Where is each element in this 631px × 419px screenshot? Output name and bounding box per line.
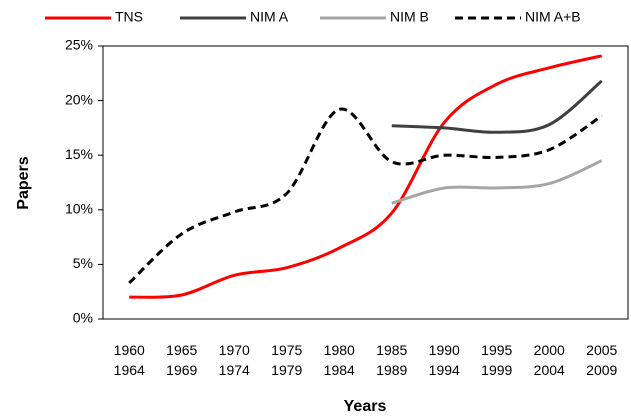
legend-label: NIM A+B bbox=[525, 9, 581, 25]
x-tick-label-line: 1969 bbox=[166, 362, 197, 378]
legend-label: NIM B bbox=[390, 9, 429, 25]
x-tick-label-line: 1999 bbox=[481, 362, 512, 378]
legend-label: TNS bbox=[115, 9, 143, 25]
series-line bbox=[391, 159, 603, 205]
y-tick-label: 15% bbox=[65, 146, 93, 162]
x-tick-label: 2000 2004 bbox=[534, 342, 565, 378]
x-tick-label-line: 1994 bbox=[429, 362, 460, 378]
x-tick-label: 1965 1969 bbox=[166, 342, 197, 378]
x-tick-label-line: 2004 bbox=[534, 362, 565, 378]
x-tick-label-line: 1979 bbox=[271, 362, 302, 378]
x-tick-label: 1975 1979 bbox=[271, 342, 302, 378]
x-tick-label-line: 1995 bbox=[481, 342, 512, 358]
x-tick-label: 1960 1964 bbox=[114, 342, 145, 378]
y-tick-label: 0% bbox=[73, 310, 93, 326]
x-tick-label: 1985 1989 bbox=[376, 342, 407, 378]
series-line bbox=[129, 54, 603, 299]
x-axis-label: Years bbox=[344, 398, 387, 415]
y-tick-label: 10% bbox=[65, 201, 93, 217]
x-tick-label-line: 1970 bbox=[219, 342, 250, 358]
x-tick-label-line: 2000 bbox=[534, 342, 565, 358]
x-tick-label: 2005 2009 bbox=[586, 342, 617, 378]
x-tick-label-line: 1960 bbox=[114, 342, 145, 358]
y-tick-label: 5% bbox=[73, 255, 93, 271]
x-tick-label-line: 2005 bbox=[586, 342, 617, 358]
y-axis-label: Papers bbox=[15, 156, 32, 209]
x-tick-label-line: 1974 bbox=[219, 362, 250, 378]
x-tick-label: 1990 1994 bbox=[429, 342, 460, 378]
x-tick-label: 1995 1999 bbox=[481, 342, 512, 378]
x-tick-label-line: 1965 bbox=[166, 342, 197, 358]
x-tick-label-line: 1980 bbox=[324, 342, 355, 358]
plot-frame bbox=[102, 45, 629, 320]
x-tick-label-line: 1985 bbox=[376, 342, 407, 358]
x-tick-label-line: 1990 bbox=[429, 342, 460, 358]
series-line bbox=[128, 107, 603, 285]
x-tick-label-line: 2009 bbox=[586, 362, 617, 378]
y-tick-label: 20% bbox=[65, 91, 93, 107]
y-tick-label: 25% bbox=[65, 37, 93, 53]
x-tick-label-line: 1975 bbox=[271, 342, 302, 358]
x-tick-label-line: 1964 bbox=[114, 362, 145, 378]
legend-label: NIM A bbox=[250, 9, 289, 25]
x-tick-label: 1970 1974 bbox=[219, 342, 250, 378]
x-tick-label-line: 1984 bbox=[324, 362, 355, 378]
x-tick-label-line: 1989 bbox=[376, 362, 407, 378]
series-line bbox=[391, 79, 603, 134]
x-tick-label: 1980 1984 bbox=[324, 342, 355, 378]
